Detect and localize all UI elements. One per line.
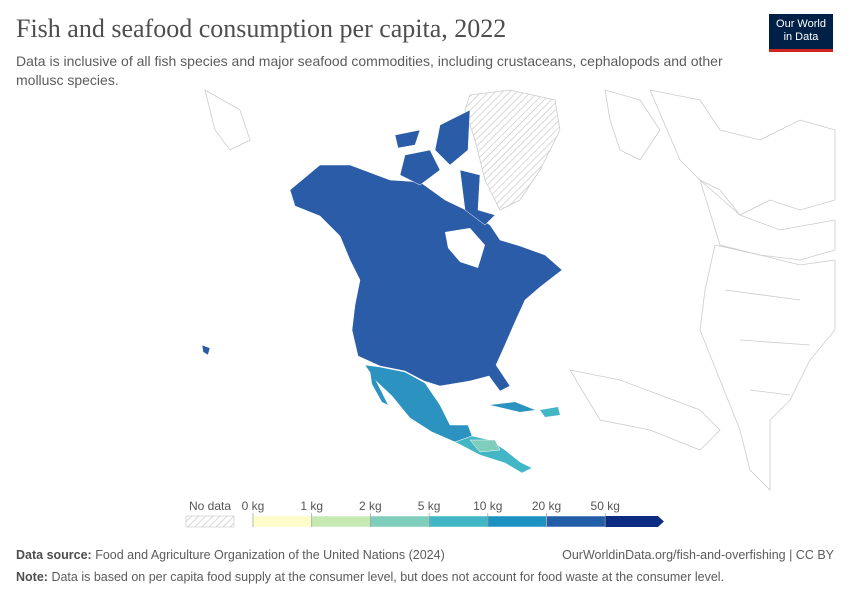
title: Fish and seafood consumption per capita,… (16, 14, 507, 43)
legend-label: 0 kg (242, 499, 265, 513)
mexico (364, 364, 473, 443)
other-countries (204, 89, 836, 491)
cuba (490, 402, 535, 412)
no-data-label: No data (189, 499, 231, 513)
legend-swatch (546, 515, 606, 528)
logo-line: Our World (776, 18, 826, 30)
map: No data 0 kg 1 kg 2 kg 5 kg 10 kg 20 kg 50 kg (185, 89, 836, 528)
url[interactable]: OurWorldinData.org/fish-and-overfishing … (562, 548, 834, 562)
honduras (469, 439, 501, 453)
logo-line: in Data (783, 31, 819, 43)
greenland-no-data (464, 89, 561, 211)
legend-label: 5 kg (418, 499, 441, 513)
legend-swatch (311, 515, 371, 528)
hudson-bay (445, 228, 485, 268)
legend-swatch (487, 515, 547, 528)
legend-swatch (252, 515, 312, 528)
note: Note: Data is based on per capita food s… (16, 570, 724, 584)
legend-label: 10 kg (473, 499, 502, 513)
note-label: Note: (16, 570, 48, 584)
baja (370, 370, 388, 405)
no-data-swatch (185, 515, 235, 528)
legend-label: 20 kg (532, 499, 561, 513)
subtitle: Data is inclusive of all fish species an… (16, 53, 723, 88)
source-label: Data source: (16, 548, 92, 562)
source: Data source: Food and Agriculture Organi… (16, 548, 445, 562)
source-text: Food and Agriculture Organization of the… (95, 548, 445, 562)
logo[interactable]: Our World in Data (769, 14, 833, 52)
legend-label: 50 kg (591, 499, 620, 513)
legend-label: 2 kg (359, 499, 382, 513)
legend-swatch (428, 515, 489, 528)
legend-swatch (370, 515, 430, 528)
legend-swatch (605, 516, 664, 527)
hispaniola (540, 407, 560, 417)
canada-usa (201, 109, 563, 392)
note-text: Data is based on per capita food supply … (51, 570, 725, 584)
legend-label: 1 kg (300, 499, 323, 513)
